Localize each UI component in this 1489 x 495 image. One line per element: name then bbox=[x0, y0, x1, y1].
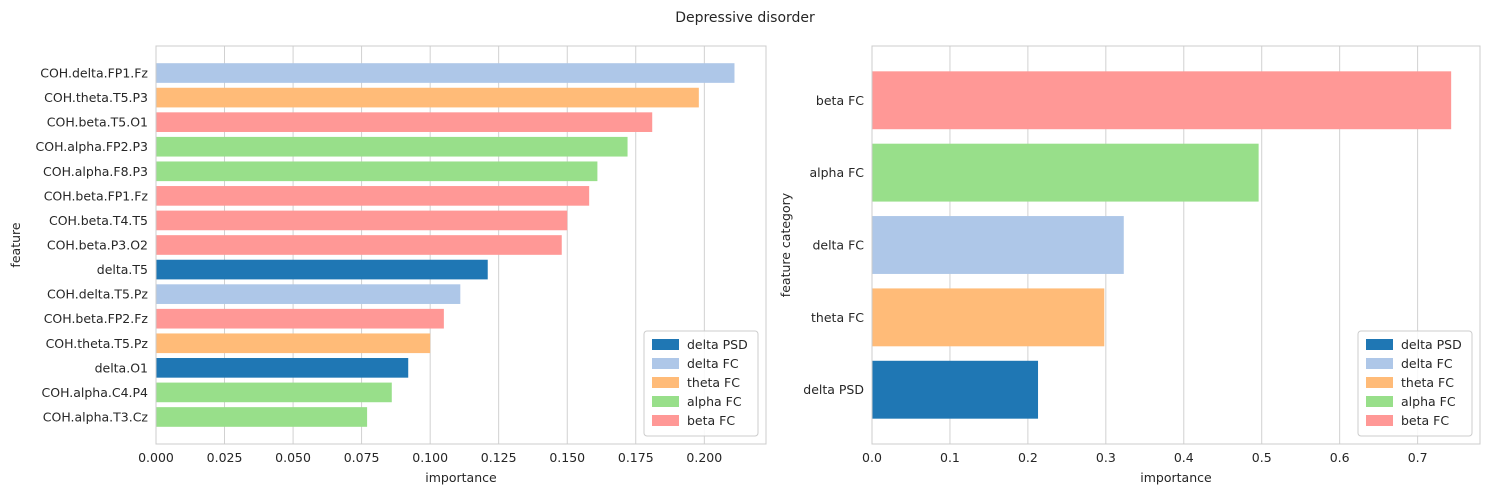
legend-label: alpha FC bbox=[1401, 394, 1456, 409]
x-tick-label: 0.7 bbox=[1408, 450, 1428, 465]
y-tick-label: COH.beta.FP1.Fz bbox=[44, 188, 149, 203]
legend-label: beta FC bbox=[687, 413, 735, 428]
x-tick-label: 0.3 bbox=[1096, 450, 1116, 465]
legend-label: delta PSD bbox=[687, 337, 748, 352]
x-axis-label: importance bbox=[425, 470, 497, 485]
bar bbox=[156, 235, 562, 255]
x-tick-label: 0.0 bbox=[862, 450, 882, 465]
plot-frame bbox=[871, 45, 1481, 445]
legend-box bbox=[643, 330, 759, 437]
legend-label: beta FC bbox=[1401, 413, 1449, 428]
x-axis-label: importance bbox=[1140, 470, 1212, 485]
legend-label: delta FC bbox=[687, 356, 739, 371]
y-tick-label: delta.O1 bbox=[95, 360, 148, 375]
legend-label: theta FC bbox=[1401, 375, 1454, 390]
bar bbox=[872, 143, 1259, 202]
y-tick-label: COH.alpha.FP2.P3 bbox=[36, 139, 149, 154]
x-tick-label: 0.050 bbox=[275, 450, 311, 465]
bar bbox=[156, 136, 628, 157]
x-tick-label: 0.075 bbox=[344, 450, 380, 465]
legend-swatch bbox=[652, 377, 679, 388]
x-tick-label: 0.175 bbox=[618, 450, 654, 465]
figure-title: Depressive disorder bbox=[675, 10, 815, 26]
x-tick-label: 0.025 bbox=[207, 450, 243, 465]
bar bbox=[156, 333, 431, 354]
bar bbox=[156, 259, 488, 280]
legend-swatch bbox=[652, 358, 679, 369]
y-tick-label: alpha FC bbox=[809, 165, 864, 180]
x-tick-label: 0.125 bbox=[481, 450, 517, 465]
y-tick-label: delta.T5 bbox=[97, 262, 148, 277]
y-tick-label: COH.alpha.T3.Cz bbox=[43, 409, 149, 424]
legend: delta PSD delta FC theta FC alpha FC beta FC bbox=[1357, 330, 1473, 437]
bar bbox=[872, 288, 1105, 347]
y-tick-label: COH.alpha.C4.P4 bbox=[42, 385, 149, 400]
y-tick-label: COH.beta.T4.T5 bbox=[49, 213, 148, 228]
bar bbox=[156, 284, 461, 304]
bar bbox=[156, 308, 444, 329]
bar bbox=[156, 63, 735, 83]
bar bbox=[156, 382, 392, 403]
legend-box bbox=[1357, 330, 1473, 437]
x-tick-label: 0.1 bbox=[940, 450, 960, 465]
bar bbox=[156, 210, 568, 231]
legend-swatch bbox=[1366, 339, 1393, 350]
y-tick-label: COH.theta.T5.Pz bbox=[46, 336, 149, 351]
bar bbox=[872, 360, 1039, 419]
x-tick-label: 0.4 bbox=[1174, 450, 1194, 465]
bar bbox=[872, 216, 1124, 274]
x-tick-label: 0.200 bbox=[686, 450, 722, 465]
legend-swatch bbox=[652, 415, 679, 426]
legend-swatch bbox=[1366, 415, 1393, 426]
y-tick-label: COH.theta.T5.P3 bbox=[44, 90, 148, 105]
y-tick-label: delta FC bbox=[812, 238, 864, 253]
legend-label: alpha FC bbox=[687, 394, 742, 409]
x-tick-label: 0.2 bbox=[1018, 450, 1038, 465]
y-tick-label: COH.beta.T5.O1 bbox=[47, 115, 148, 130]
legend: delta PSD delta FC theta FC alpha FC beta FC bbox=[643, 330, 759, 437]
y-tick-label: COH.delta.FP1.Fz bbox=[40, 66, 148, 81]
x-tick-label: 0.150 bbox=[549, 450, 585, 465]
bar bbox=[156, 112, 653, 132]
y-tick-label: delta PSD bbox=[803, 382, 864, 397]
y-tick-label: COH.beta.FP2.Fz bbox=[44, 311, 149, 326]
y-tick-label: beta FC bbox=[816, 93, 864, 108]
x-tick-label: 0.6 bbox=[1330, 450, 1350, 465]
bar bbox=[156, 358, 409, 378]
y-tick-label: theta FC bbox=[811, 310, 864, 325]
legend-swatch bbox=[1366, 358, 1393, 369]
bar bbox=[156, 186, 590, 206]
bar bbox=[156, 407, 368, 427]
legend-swatch bbox=[652, 339, 679, 350]
y-tick-label: COH.alpha.F8.P3 bbox=[43, 164, 148, 179]
legend-swatch bbox=[1366, 377, 1393, 388]
bar bbox=[872, 71, 1452, 130]
bar bbox=[156, 161, 598, 182]
bar bbox=[156, 87, 699, 108]
legend-swatch bbox=[1366, 396, 1393, 407]
y-axis-label: feature category bbox=[778, 192, 793, 297]
x-tick-label: 0.5 bbox=[1252, 450, 1272, 465]
chart-feature-importance: 0.000 0.025 0.050 0.075 0.100 0.125 0.150 0.175… bbox=[8, 45, 767, 485]
y-axis-label: feature bbox=[8, 222, 23, 267]
legend-label: theta FC bbox=[687, 375, 740, 390]
legend-label: delta PSD bbox=[1401, 337, 1462, 352]
legend-label: delta FC bbox=[1401, 356, 1453, 371]
legend-swatch bbox=[652, 396, 679, 407]
y-tick-label: COH.delta.T5.Pz bbox=[47, 287, 148, 302]
x-tick-label: 0.000 bbox=[138, 450, 174, 465]
y-tick-label: COH.beta.P3.O2 bbox=[47, 238, 148, 253]
x-tick-label: 0.100 bbox=[412, 450, 448, 465]
plot-frame bbox=[155, 45, 767, 445]
